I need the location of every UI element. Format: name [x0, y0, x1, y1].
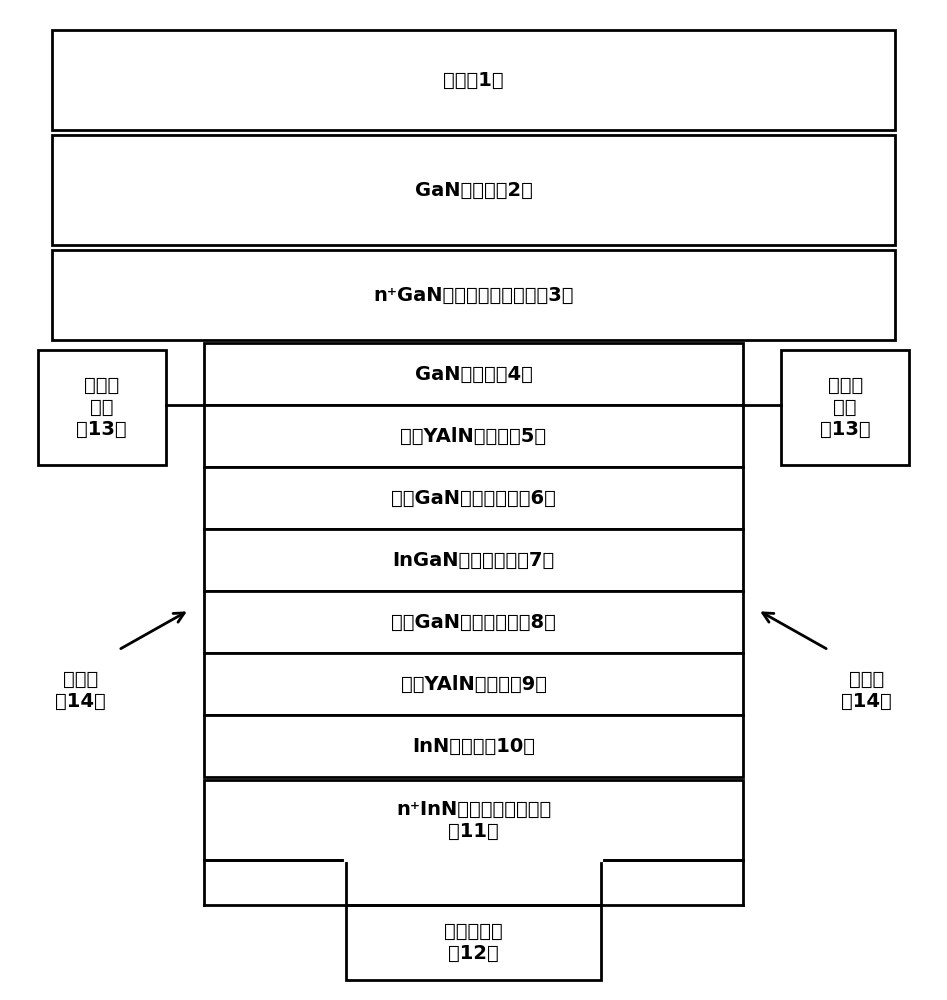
- Bar: [52, 30, 895, 130]
- Text: 第二YAlN势垒层（9）: 第二YAlN势垒层（9）: [401, 675, 546, 694]
- Text: 第一YAlN势垒层（5）: 第一YAlN势垒层（5）: [401, 426, 546, 446]
- Bar: [204, 529, 743, 591]
- Text: 发射极
电极
（13）: 发射极 电极 （13）: [77, 376, 127, 439]
- Text: 第一GaN主量子阱层（6）: 第一GaN主量子阱层（6）: [391, 488, 556, 508]
- Bar: [204, 653, 743, 715]
- Bar: [204, 467, 743, 529]
- Text: 发射极
电极
（13）: 发射极 电极 （13）: [820, 376, 870, 439]
- Bar: [204, 343, 743, 405]
- Text: GaN外延层（2）: GaN外延层（2）: [415, 180, 532, 200]
- Text: 衬底（1）: 衬底（1）: [443, 70, 504, 90]
- Bar: [204, 780, 743, 860]
- Text: InN隔离层（10）: InN隔离层（10）: [412, 736, 535, 756]
- Text: 鐘化层
（14）: 鐘化层 （14）: [55, 670, 106, 710]
- Text: InGaN子量子阱层（7）: InGaN子量子阱层（7）: [392, 550, 555, 570]
- Bar: [346, 905, 601, 980]
- Bar: [204, 715, 743, 777]
- Text: 集电极电极
（12）: 集电极电极 （12）: [444, 922, 503, 963]
- Text: GaN隔离层（4）: GaN隔离层（4）: [415, 364, 532, 383]
- Bar: [52, 135, 895, 245]
- Text: 第二GaN主量子阱层（8）: 第二GaN主量子阱层（8）: [391, 612, 556, 632]
- Bar: [38, 350, 166, 465]
- Text: 鐘化层
（14）: 鐘化层 （14）: [841, 670, 892, 710]
- Bar: [204, 591, 743, 653]
- Bar: [52, 250, 895, 340]
- Bar: [204, 405, 743, 467]
- Bar: [781, 350, 909, 465]
- Text: n⁺InN集电极欧姆接触层
（11）: n⁺InN集电极欧姆接触层 （11）: [396, 800, 551, 840]
- Text: n⁺GaN发射极欧姆接触层（3）: n⁺GaN发射极欧姆接触层（3）: [373, 285, 574, 304]
